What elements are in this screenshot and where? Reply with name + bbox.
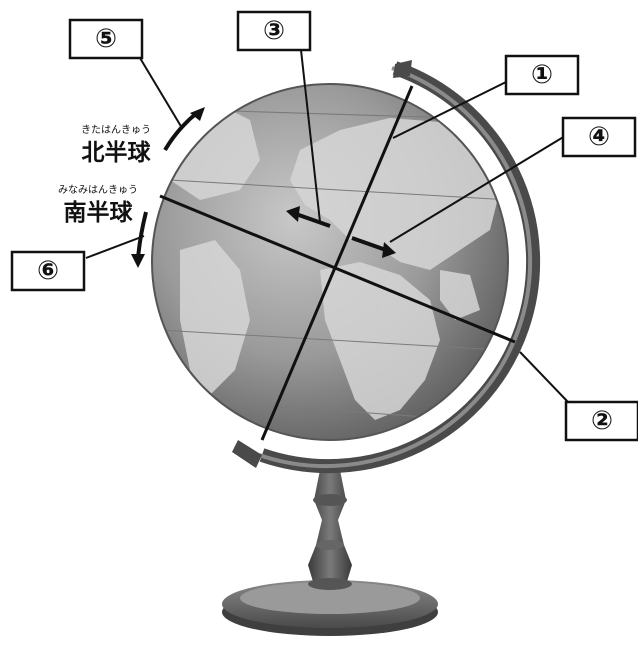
globe-sphere — [151, 83, 509, 441]
equator-line — [159, 194, 516, 344]
south-arrow — [131, 211, 148, 268]
leader-line-3 — [300, 49, 321, 223]
north-arrow — [163, 107, 205, 152]
globe-base — [222, 580, 438, 636]
west-arrow — [286, 206, 331, 228]
southern-hemisphere-ruby: みなみはんきゅう — [58, 184, 138, 196]
label-box-3: ③ — [236, 10, 312, 52]
label-box-6: ⑥ — [10, 250, 86, 292]
northern-hemisphere-ruby: きたはんきゅう — [81, 124, 151, 136]
northern-hemisphere-text: 北半球 — [82, 140, 152, 166]
label-box-5: ⑤ — [68, 18, 144, 60]
leader-line-2 — [519, 351, 569, 403]
label-box-4: ④ — [561, 116, 637, 158]
southern-hemisphere-label: みなみはんきゅう 南半球 — [58, 184, 138, 226]
label-6-text: ⑥ — [37, 256, 59, 286]
leader-line-6 — [85, 235, 145, 259]
globe-stand — [308, 470, 352, 590]
leader-line-4 — [389, 135, 566, 243]
label-box-1: ① — [504, 54, 580, 96]
prime-meridian-line — [260, 85, 414, 441]
east-arrow — [351, 236, 396, 258]
northern-hemisphere-label: きたはんきゅう 北半球 — [81, 124, 152, 166]
label-3-text: ③ — [263, 16, 285, 46]
label-1-text: ① — [531, 60, 553, 90]
label-2-text: ② — [591, 406, 613, 436]
southern-hemisphere-text: 南半球 — [64, 200, 134, 226]
leader-line-5 — [139, 57, 183, 129]
label-4-text: ④ — [588, 122, 610, 152]
leader-line-1 — [392, 81, 507, 139]
label-5-text: ⑤ — [95, 24, 117, 54]
label-box-2: ② — [564, 400, 638, 442]
